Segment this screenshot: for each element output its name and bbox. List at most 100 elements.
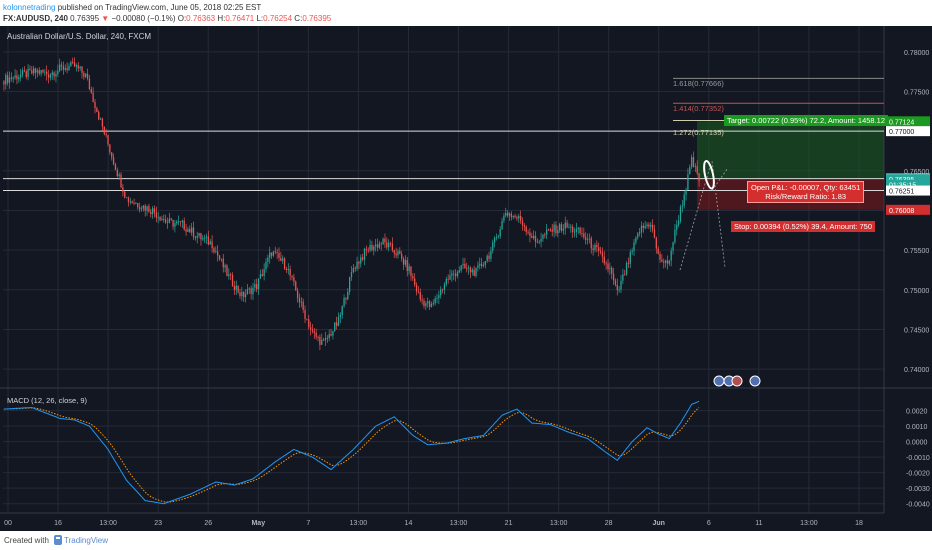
time-tick-label: 13:00 [450,520,468,527]
publish-header: kolonnetrading published on TradingView.… [0,0,932,26]
candle-body [371,244,373,251]
candle-body [471,269,473,273]
candle-body [309,327,312,330]
candle-body [168,218,171,223]
candle-body [138,207,141,210]
candle-body [363,248,366,260]
event-flag-icon [749,375,761,387]
time-tick-label: 00 [4,520,12,527]
candle-body [239,292,241,297]
candle-body [326,338,328,339]
price-marker-bg [886,126,930,137]
candle-body [163,219,165,220]
candle-body [62,66,65,70]
candle-body [692,157,695,167]
candle-body [79,66,81,69]
candle-body [185,229,187,232]
candle-body [482,264,485,266]
candle-body [672,242,674,251]
candle-body [525,226,527,232]
candle-body [129,201,131,203]
candle-body [564,222,566,229]
candle-body [607,263,609,269]
candle-body [166,222,169,224]
chart-canvas[interactable]: 0.780000.775000.770000.765000.760000.755… [0,26,932,531]
fib-1272-label: 1.272(0.77135) [673,128,724,137]
candle-body [198,233,200,236]
candle-body [103,126,105,134]
candle-body [21,70,24,75]
candle-body [256,284,258,290]
candle-body [666,260,669,264]
candle-body [428,301,431,307]
candle-body [388,242,390,248]
chart-background [0,26,932,531]
tradingview-brand-link[interactable]: TradingView [64,536,109,545]
candle-body [304,309,306,319]
candle-body [551,229,553,232]
candle-body [445,279,447,285]
candle-body [319,336,321,345]
candle-body [183,220,185,230]
candle-body [343,298,345,307]
candle-body [209,241,211,245]
candle-body [570,226,572,228]
candle-body [449,275,451,280]
candle-body [42,69,44,73]
candle-body [586,239,589,241]
macd-line [3,400,700,505]
author-link[interactable]: kolonnetrading [3,3,56,12]
candle-body [402,258,405,265]
candle-body [646,224,648,227]
price-scale-background [884,26,932,531]
candle-body [159,217,161,221]
candle-body [395,253,397,256]
time-tick-label: 6 [707,520,711,527]
candle-body [382,238,384,245]
candle-body [467,267,470,269]
target-label[interactable]: Target: 0.00722 (0.95%) 72.2, Amount: 14… [724,115,889,126]
candle-body [540,238,542,242]
candle-body [378,243,381,248]
time-tick-label: 11 [755,520,762,527]
candle-body [596,244,598,248]
price-tick-label: 0.78000 [904,50,929,57]
candle-body [657,248,659,254]
candle-body [642,225,644,229]
candle-body [291,275,293,278]
candle-body [532,235,535,238]
candle-body [391,243,394,251]
candle-body [516,217,518,219]
candle-body [135,203,137,204]
chart-area[interactable]: 0.780000.775000.770000.765000.760000.755… [0,26,932,531]
candle-body [674,229,676,243]
macd-signal-line [3,407,700,503]
candle-body [536,241,539,243]
candle-body [174,223,176,227]
candle-body [72,62,74,63]
candle-body [592,248,594,251]
candle-body [92,92,94,103]
candle-body [233,285,236,290]
candle-body [59,64,61,71]
candle-body [384,238,386,243]
candle-body [479,263,481,266]
candle-body [417,291,420,293]
candle-body [96,108,98,113]
candle-body [293,277,295,282]
pnl-box[interactable]: Open P&L: -0.00007, Qty: 63451 Risk/Rewar… [747,181,865,203]
candle-body [81,66,83,73]
candle-body [322,339,325,341]
candle-body [265,261,267,270]
candle-body [573,231,576,233]
candle-body [456,272,459,277]
macd-tick-label: 0.0010 [906,424,928,431]
candle-body [644,226,646,229]
price-marker-bg [886,204,930,215]
candle-body [659,253,661,260]
macd-legend: MACD (12, 26, close, 9) [7,396,88,405]
stop-label[interactable]: Stop: 0.00394 (0.52%) 39.4, Amount: 750 [731,221,876,232]
candle-body [77,65,79,69]
candle-body [161,219,163,221]
instrument-title: Australian Dollar/U.S. Dollar, 240, FXCM [7,32,152,41]
